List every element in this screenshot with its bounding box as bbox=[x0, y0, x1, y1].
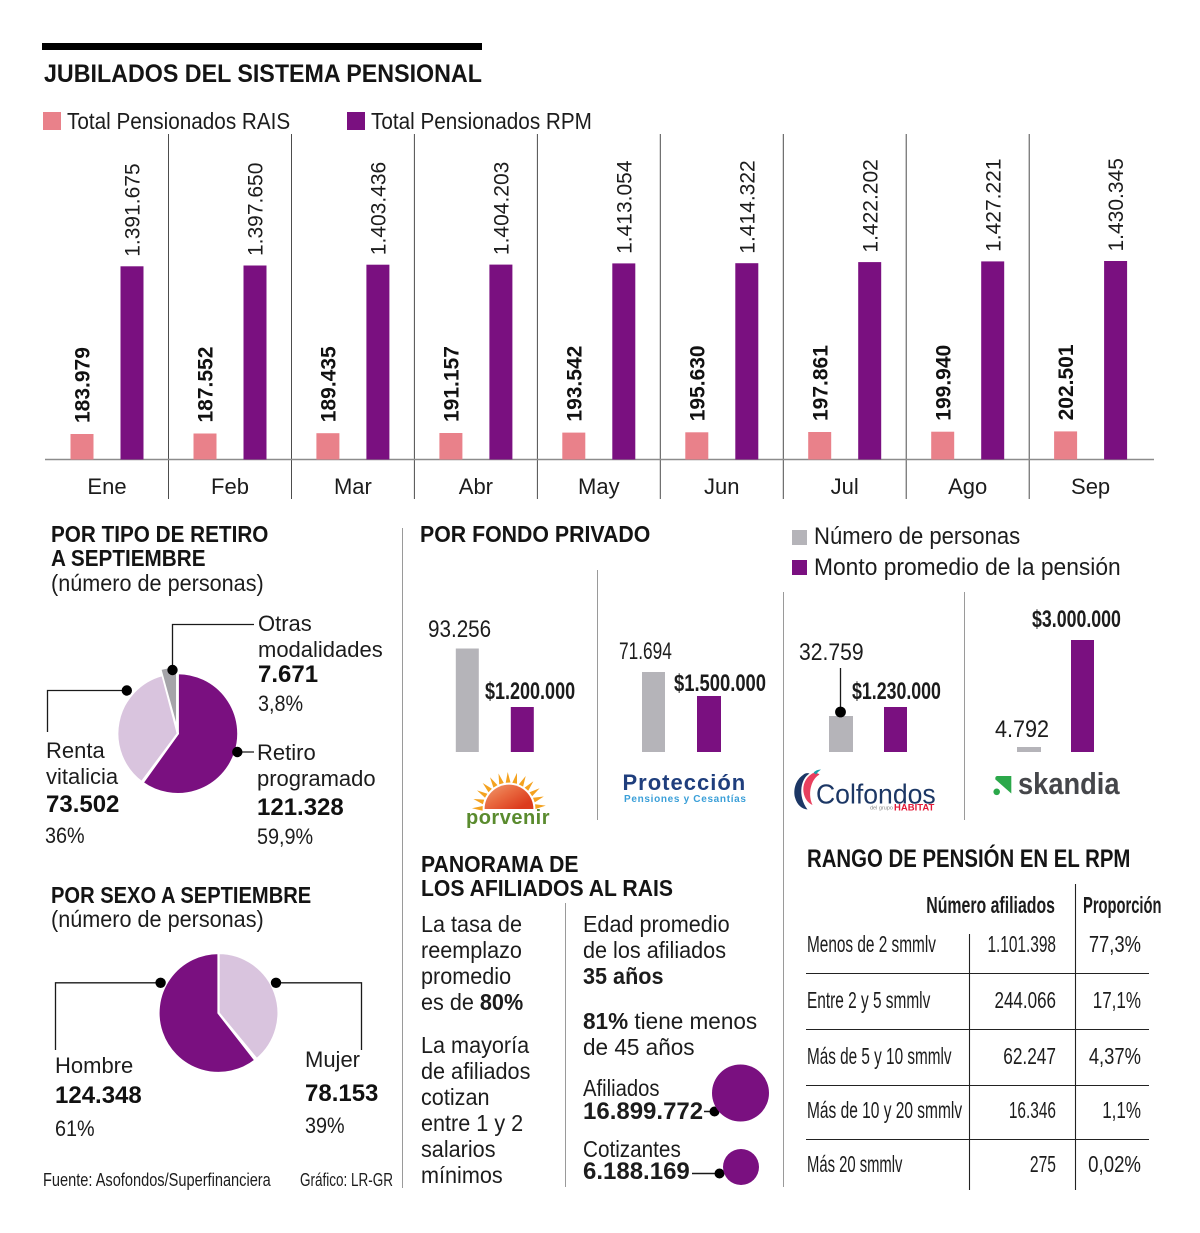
svg-text:202.501: 202.501 bbox=[1055, 344, 1078, 420]
svg-text:1.404.203: 1.404.203 bbox=[491, 162, 514, 255]
svg-text:1.430.345: 1.430.345 bbox=[1105, 158, 1128, 251]
svg-text:183.979: 183.979 bbox=[72, 347, 95, 423]
svg-text:187.552: 187.552 bbox=[195, 347, 218, 423]
svg-text:Colfondos: Colfondos bbox=[816, 778, 936, 810]
svg-text:1.391.675: 1.391.675 bbox=[122, 163, 145, 256]
svg-text:Jul: Jul bbox=[831, 474, 859, 499]
svg-text:1.413.054: 1.413.054 bbox=[613, 160, 636, 254]
svg-text:Abr: Abr bbox=[459, 474, 493, 499]
svg-text:1.427.221: 1.427.221 bbox=[982, 158, 1005, 251]
svg-text:1.403.436: 1.403.436 bbox=[368, 162, 391, 255]
svg-text:Ene: Ene bbox=[87, 474, 126, 499]
svg-text:191.157: 191.157 bbox=[441, 346, 464, 422]
svg-text:1.397.650: 1.397.650 bbox=[245, 163, 268, 256]
svg-text:1.422.202: 1.422.202 bbox=[859, 159, 882, 252]
svg-text:195.630: 195.630 bbox=[686, 345, 709, 421]
svg-text:skandia: skandia bbox=[1018, 767, 1120, 801]
svg-text:Ago: Ago bbox=[948, 474, 987, 499]
svg-text:Sep: Sep bbox=[1071, 474, 1110, 499]
svg-text:del grupo: del grupo bbox=[870, 806, 893, 812]
svg-text:199.940: 199.940 bbox=[932, 345, 955, 421]
svg-text:189.435: 189.435 bbox=[318, 346, 341, 422]
svg-text:May: May bbox=[578, 474, 620, 499]
svg-text:197.861: 197.861 bbox=[809, 345, 832, 421]
svg-text:Feb: Feb bbox=[211, 474, 249, 499]
svg-text:HABITAT: HABITAT bbox=[894, 803, 934, 814]
svg-text:193.542: 193.542 bbox=[563, 346, 586, 422]
svg-text:Mar: Mar bbox=[334, 474, 372, 499]
svg-text:Jun: Jun bbox=[704, 474, 739, 499]
svg-text:1.414.322: 1.414.322 bbox=[736, 160, 759, 253]
